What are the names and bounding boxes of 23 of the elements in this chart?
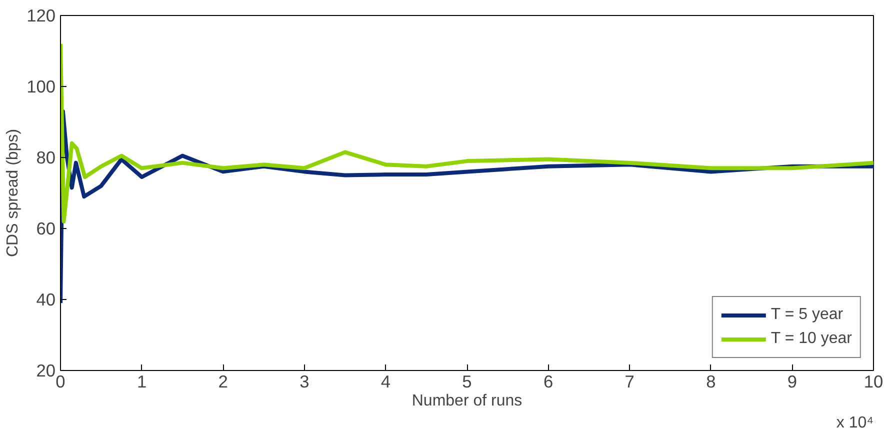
y-tick-label: 80	[36, 148, 56, 168]
y-tick-label: 100	[26, 76, 56, 96]
x-tick-label: 4	[380, 372, 391, 392]
x-tick-label: 8	[706, 372, 716, 392]
y-tick-label: 60	[36, 218, 56, 238]
legend-label: T = 10 year	[770, 330, 852, 348]
text: x 10⁴	[836, 414, 874, 431]
y-tick-label: 120	[26, 6, 56, 26]
line-series	[60, 42, 874, 224]
y-tick-label: 20	[36, 360, 56, 380]
x-axis-title: Number of runs	[412, 392, 522, 410]
legend-label: T = 5 year	[770, 306, 844, 324]
x-tick-label: 0	[56, 372, 66, 392]
x-tick-label: 2	[218, 372, 228, 392]
x-tick-label: 7	[624, 372, 634, 392]
x-tick-label: 1	[136, 372, 147, 392]
x-tick-label: 10	[864, 372, 884, 392]
y-axis-title: CDS spread (bps)	[4, 128, 22, 258]
x-tick-label: 6	[543, 372, 554, 392]
x-tick-label: 3	[300, 372, 310, 392]
x-tick-label: 9	[787, 372, 798, 392]
x-tick-label: 5	[462, 372, 472, 392]
y-tick-label: 40	[36, 290, 56, 310]
